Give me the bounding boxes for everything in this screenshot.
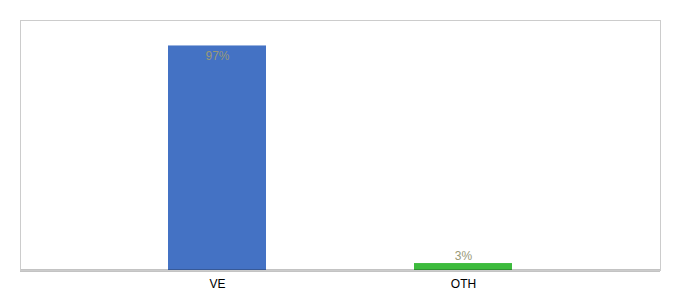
svg-text:3%: 3% xyxy=(455,249,473,263)
svg-text:VE: VE xyxy=(209,277,225,291)
svg-text:97%: 97% xyxy=(205,49,229,63)
svg-text:OTH: OTH xyxy=(451,277,476,291)
